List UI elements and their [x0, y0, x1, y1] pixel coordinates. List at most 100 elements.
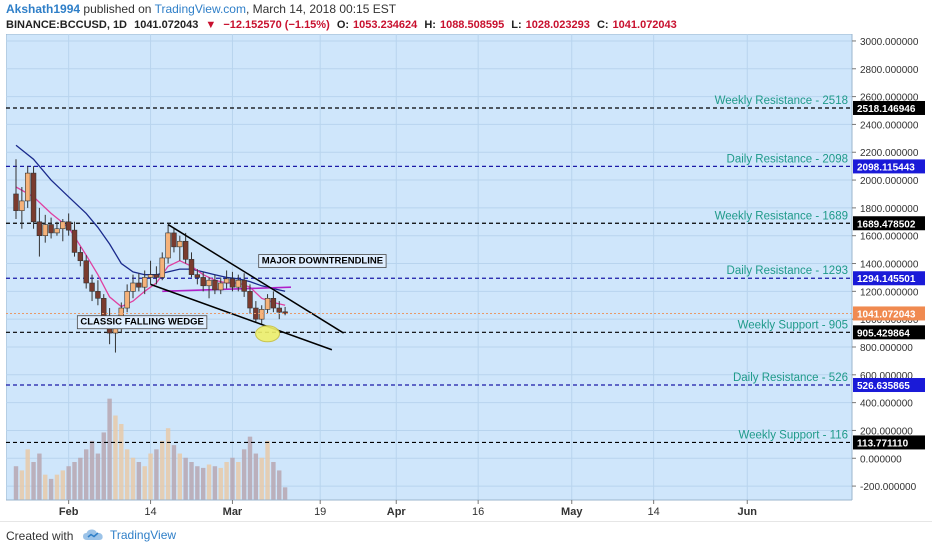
volume-bar	[236, 461, 241, 500]
chart-area[interactable]: Weekly Resistance - 2518 Daily Resistance…	[5, 33, 926, 521]
volume-bar	[195, 466, 200, 500]
published-label: published on	[83, 2, 152, 16]
volume-bar	[277, 470, 282, 500]
candle-body	[264, 297, 271, 310]
x-tick-label: May	[561, 506, 583, 518]
x-axis-background	[6, 500, 926, 521]
candle-body	[83, 260, 89, 284]
y-tick-label: 0.000000	[860, 454, 902, 465]
volume-bar	[189, 461, 194, 500]
open-label: O:	[336, 19, 350, 31]
volume-bar	[78, 457, 83, 500]
x-tick-label: Apr	[387, 506, 407, 518]
volume-bar	[247, 436, 253, 500]
candle-body	[165, 232, 171, 259]
x-tick-label: Mar	[223, 506, 243, 518]
candle-body	[188, 259, 195, 275]
volume-bar	[171, 445, 177, 500]
volume-bar	[119, 423, 124, 500]
created-with-label: Created with	[6, 529, 74, 543]
y-tick-label: 2600.000000	[860, 93, 919, 104]
volume-bar	[130, 457, 136, 500]
cloud-logo-icon	[83, 529, 103, 540]
candle-body	[142, 277, 148, 288]
level-axis-badge	[853, 159, 925, 174]
low-value: 1028.023293	[525, 19, 590, 31]
y-tick-label: 800.000000	[860, 343, 913, 354]
candle-body	[19, 200, 25, 211]
volume-bar	[101, 432, 106, 500]
close-label: C:	[596, 19, 609, 31]
down-arrow-icon: ▼	[205, 19, 217, 31]
volume-bar	[54, 474, 60, 500]
candle-body	[54, 228, 60, 234]
level-axis-label: 1689.478502	[857, 219, 916, 230]
y-tick-label: -200.000000	[860, 482, 917, 493]
x-tick-label: 14	[648, 506, 660, 518]
candle-body	[259, 309, 265, 320]
candle-body	[147, 274, 154, 278]
candle-body	[235, 279, 241, 288]
candle-body	[177, 240, 183, 248]
level-axis-badge	[853, 435, 925, 450]
y-tick-label: 3000.000000	[860, 37, 919, 48]
y-tick-label: 600.000000	[860, 371, 913, 382]
x-tick-label: 19	[314, 506, 326, 518]
candle-body	[36, 221, 43, 237]
symbol-info: BINANCE:BCCUSD, 1D 1041.072043 ▼ −12.152…	[6, 19, 681, 31]
volume-bar	[37, 453, 42, 500]
volume-bar	[142, 466, 147, 500]
site-link[interactable]: TradingView.com	[154, 2, 246, 16]
candle-body	[42, 224, 48, 237]
candle-body	[95, 291, 101, 299]
level-axis-label: 526.635865	[857, 381, 910, 392]
y-tick-label: 2800.000000	[860, 65, 919, 76]
brand-label: TradingView	[110, 528, 177, 542]
volume-bar	[183, 457, 188, 500]
candle-body	[247, 291, 253, 309]
candle-body	[282, 311, 288, 314]
symbol-label: BINANCE:BCCUSD, 1D	[6, 19, 128, 31]
candle-body	[212, 279, 218, 291]
volume-bar	[218, 467, 223, 500]
volume-bar	[72, 461, 77, 500]
volume-bar	[13, 466, 19, 500]
footer: Created with TradingView	[0, 521, 932, 551]
volume-bar	[253, 453, 259, 500]
level-axis-label: 2098.115443	[857, 162, 915, 173]
volume-bar	[212, 466, 218, 500]
y-tick-label: 2400.000000	[860, 120, 919, 131]
volume-bar	[224, 461, 229, 500]
candle-body	[89, 282, 95, 292]
publish-date: , March 14, 2018 00:15 EST	[245, 2, 397, 16]
level-label: Daily Resistance - 1293	[727, 265, 848, 277]
price-change: −12.152570 (−1.15%)	[223, 19, 330, 31]
level-label: Weekly Support - 116	[738, 429, 848, 441]
volume-bar	[201, 467, 206, 500]
current-price-badge	[853, 306, 925, 321]
volume-bar	[259, 457, 264, 500]
volume-bar	[107, 398, 112, 500]
wedge-lower-line	[150, 283, 333, 351]
publish-info: Akshath1994 published on TradingView.com…	[6, 2, 396, 16]
candle-body	[65, 221, 72, 231]
level-axis-badge	[853, 271, 925, 286]
x-tick-label: 14	[144, 506, 156, 518]
candle-body	[13, 193, 19, 211]
volume-bar	[136, 461, 142, 500]
price-chart[interactable]: Weekly Resistance - 2518 Daily Resistance…	[5, 33, 926, 521]
author-link[interactable]: Akshath1994	[6, 2, 81, 16]
level-label: Daily Resistance - 2098	[727, 153, 848, 165]
candle-body	[153, 274, 160, 278]
level-axis-label: 1294.145501	[857, 274, 916, 285]
level-axis-badge	[853, 378, 925, 393]
candle-body	[200, 277, 206, 287]
candle-body	[77, 252, 84, 262]
volume-bar	[43, 474, 48, 500]
volume-bar	[19, 470, 25, 500]
candle-body	[159, 257, 165, 278]
candle-body	[48, 224, 54, 234]
y-tick-label: 2200.000000	[860, 148, 919, 159]
y-tick-label: 200.000000	[860, 426, 913, 437]
tradingview-brand[interactable]: TradingView	[82, 528, 176, 542]
